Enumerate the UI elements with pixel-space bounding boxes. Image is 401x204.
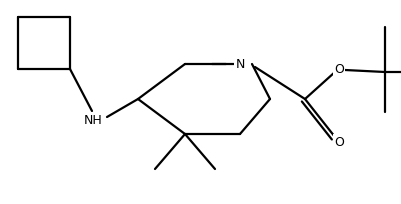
Text: N: N bbox=[235, 58, 244, 71]
Text: NH: NH bbox=[83, 114, 102, 127]
Text: O: O bbox=[333, 63, 343, 76]
Text: O: O bbox=[333, 136, 343, 149]
